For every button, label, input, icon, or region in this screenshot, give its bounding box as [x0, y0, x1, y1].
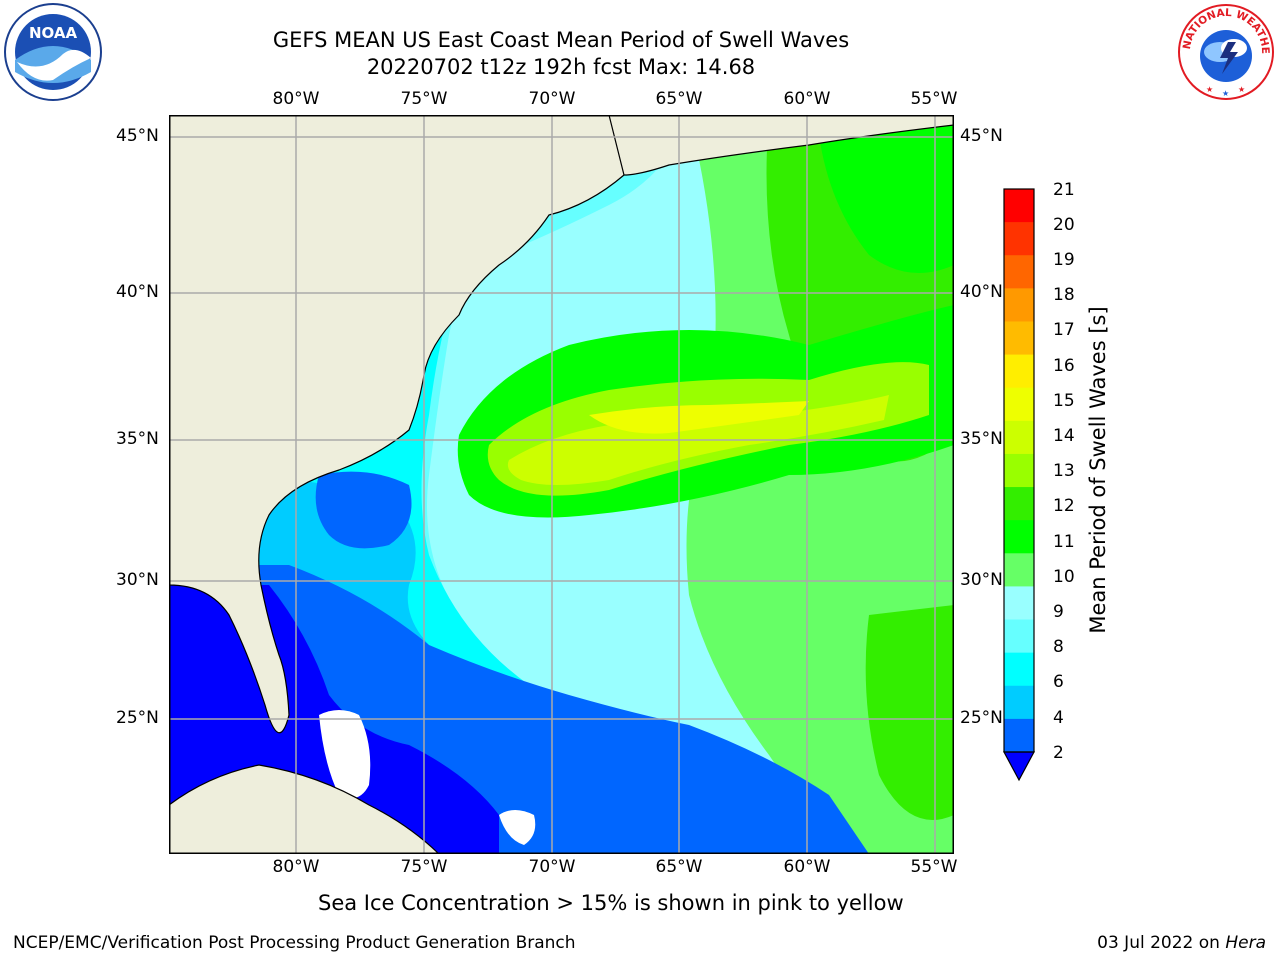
- colorbar-tick-8: 8: [1053, 637, 1064, 657]
- colorbar-tick-17: 17: [1053, 320, 1075, 340]
- colorbar-swatch-11-12: [1004, 487, 1034, 521]
- lat-label-left-40n: 40°N: [116, 282, 159, 302]
- cuba-land: [169, 764, 440, 854]
- colorbar-title: Mean Period of Swell Waves [s]: [1086, 306, 1110, 634]
- colorbar-extend-triangle: [1002, 751, 1036, 782]
- colorbar-tick-19: 19: [1053, 250, 1075, 270]
- lat-label-right-35n: 35°N: [960, 429, 1003, 449]
- svg-text:★: ★: [1206, 85, 1213, 94]
- lat-label-right-40n: 40°N: [960, 282, 1003, 302]
- colorbar-swatch-7-8: [1004, 619, 1034, 654]
- lon-label-top-80w: 80°W: [272, 89, 320, 109]
- colorbar-swatch-4-6: [1004, 685, 1034, 720]
- run-date-text: 03 Jul 2022 on: [1097, 933, 1226, 953]
- lon-label-top-65w: 65°W: [655, 89, 703, 109]
- lon-label-bottom-65w: 65°W: [655, 857, 703, 877]
- colorbar-swatch-16-17: [1004, 321, 1034, 356]
- lon-label-bottom-80w: 80°W: [272, 857, 320, 877]
- colorbar-tick-11: 11: [1053, 532, 1075, 552]
- colorbar-swatch-17-18: [1004, 288, 1034, 322]
- nws-logo-icon: NATIONAL WEATHER SERVICE ★ ★ ★: [1176, 2, 1274, 100]
- colorbar-tick-15: 15: [1053, 391, 1075, 411]
- colorbar-tick-20: 20: [1053, 215, 1075, 235]
- colorbar-tick-18: 18: [1053, 285, 1075, 305]
- colorbar-tick-10: 10: [1053, 567, 1075, 587]
- lon-label-bottom-75w: 75°W: [400, 857, 448, 877]
- swell-period-map: [169, 115, 954, 854]
- map-subtitle: 20220702 t12z 192h fcst Max: 14.68: [366, 55, 756, 79]
- colorbar-tick-9: 9: [1053, 602, 1064, 622]
- colorbar: [1002, 188, 1036, 782]
- colorbar-swatch-19-20: [1004, 222, 1034, 256]
- credit-line: NCEP/EMC/Verification Post Processing Pr…: [13, 933, 576, 953]
- lon-label-bottom-60w: 60°W: [783, 857, 831, 877]
- sea-ice-note-text: Sea Ice Concentration > 15% is shown in …: [318, 891, 904, 915]
- colorbar-swatch-12-13: [1004, 453, 1034, 488]
- colorbar-tick-12: 12: [1053, 496, 1075, 516]
- colorbar-tick-16: 16: [1053, 356, 1075, 376]
- svg-text:★: ★: [1222, 89, 1229, 98]
- lon-label-top-70w: 70°W: [528, 89, 576, 109]
- colorbar-frame: [1003, 188, 1035, 753]
- colorbar-tick-4: 4: [1053, 708, 1064, 728]
- colorbar-tick-14: 14: [1053, 426, 1075, 446]
- colorbar-tick-2: 2: [1053, 743, 1064, 763]
- lat-label-left-30n: 30°N: [116, 570, 159, 590]
- lat-label-left-25n: 25°N: [116, 708, 159, 728]
- lat-label-left-35n: 35°N: [116, 429, 159, 449]
- lat-label-right-25n: 25°N: [960, 708, 1003, 728]
- colorbar-swatch-9-10: [1004, 553, 1034, 587]
- colorbar-swatch-13-14: [1004, 420, 1034, 455]
- colorbar-swatch-14-15: [1004, 387, 1034, 422]
- lat-label-left-45n: 45°N: [116, 126, 159, 146]
- lat-label-right-30n: 30°N: [960, 570, 1003, 590]
- colorbar-swatch-20-21: [1004, 189, 1034, 223]
- noaa-logo-text: NOAA: [29, 24, 78, 42]
- lon-label-bottom-70w: 70°W: [528, 857, 576, 877]
- colorbar-swatch-10-11: [1004, 520, 1034, 554]
- colorbar-swatch-6-7: [1004, 652, 1034, 687]
- svg-text:★: ★: [1238, 85, 1245, 94]
- noaa-logo-icon: NOAA: [4, 3, 102, 101]
- map-title: GEFS MEAN US East Coast Mean Period of S…: [272, 28, 850, 52]
- colorbar-swatch-15-16: [1004, 354, 1034, 389]
- lon-label-top-55w: 55°W: [910, 89, 958, 109]
- lon-label-top-60w: 60°W: [783, 89, 831, 109]
- colorbar-swatch-18-19: [1004, 255, 1034, 289]
- colorbar-swatch-8-9: [1004, 586, 1034, 621]
- colorbar-tick-6: 6: [1053, 672, 1064, 692]
- map-frame: [169, 115, 954, 854]
- run-host: Hera: [1225, 933, 1266, 953]
- lon-label-top-75w: 75°W: [400, 89, 448, 109]
- graticule: [169, 115, 954, 854]
- lon-label-bottom-55w: 55°W: [910, 857, 958, 877]
- canada-land: [608, 115, 954, 176]
- colorbar-swatch-2-4: [1004, 718, 1034, 753]
- lat-label-right-45n: 45°N: [960, 126, 1003, 146]
- colorbar-tick-21: 21: [1053, 180, 1075, 200]
- colorbar-tick-13: 13: [1053, 461, 1075, 481]
- run-date: 03 Jul 2022 on Hera: [1097, 933, 1266, 953]
